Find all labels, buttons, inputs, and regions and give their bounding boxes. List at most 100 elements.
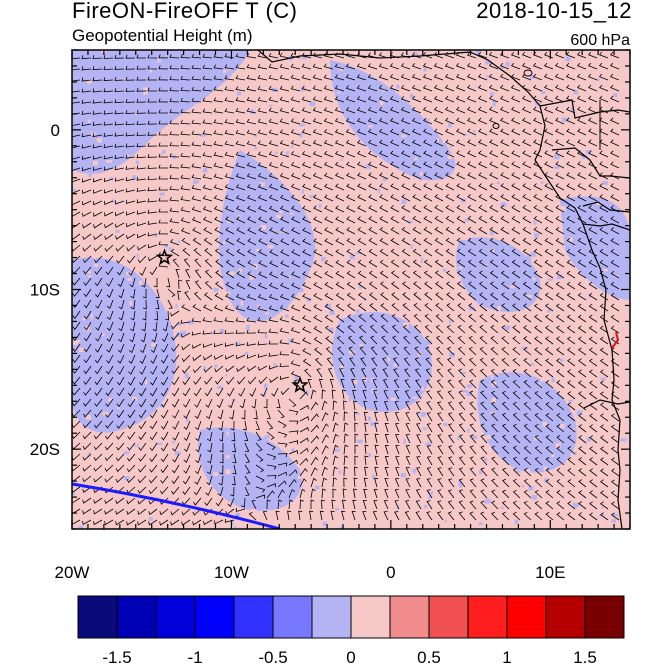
wind-barb: [610, 128, 620, 136]
speckle: [567, 71, 571, 74]
wind-barb: [434, 226, 444, 235]
speckle: [540, 181, 544, 184]
wind-barb: [373, 401, 378, 411]
wind-barb: [589, 501, 598, 510]
wind-barb: [599, 84, 609, 92]
wind-barb: [255, 420, 260, 430]
wind-barb: [468, 335, 477, 345]
wind-barb: [138, 464, 147, 473]
wind-barb: [533, 150, 543, 158]
wind-barb: [384, 455, 389, 466]
wind-barb: [456, 139, 466, 147]
speckle: [142, 124, 146, 128]
speckle: [528, 486, 534, 491]
wind-barb: [456, 270, 466, 279]
wind-barb: [257, 341, 268, 346]
wind-barb: [611, 479, 620, 488]
speckle: [382, 177, 387, 182]
wind-barb: [415, 511, 422, 521]
wind-barb: [185, 269, 191, 279]
speckle: [501, 86, 505, 88]
wind-barb: [446, 324, 455, 334]
wind-barb: [92, 166, 103, 171]
speckle: [109, 177, 114, 180]
speckle: [339, 67, 344, 71]
speckle: [248, 337, 253, 342]
wind-barb: [290, 85, 301, 92]
speckle: [162, 150, 166, 154]
wind-barb: [412, 216, 422, 224]
speckle: [470, 288, 473, 294]
wind-barb: [610, 413, 620, 422]
speckle: [596, 466, 600, 470]
wind-barb: [224, 119, 235, 125]
speckle: [323, 503, 326, 506]
wind-barb: [335, 183, 345, 191]
wind-barb: [500, 161, 510, 169]
speckle: [315, 112, 318, 117]
wind-barb: [349, 357, 356, 367]
wind-barb: [82, 497, 92, 504]
wind-barb: [501, 401, 510, 411]
speckle: [259, 182, 265, 186]
speckle: [317, 435, 321, 439]
wind-barb: [290, 172, 301, 180]
speckle: [274, 365, 279, 369]
wind-barb: [512, 401, 521, 411]
speckle: [550, 439, 555, 443]
speckle: [528, 258, 532, 263]
wind-barb: [139, 266, 147, 276]
speckle: [428, 495, 431, 500]
speckle: [471, 435, 478, 439]
speckle: [497, 306, 502, 311]
wind-barb: [456, 117, 466, 125]
wind-barb: [588, 106, 598, 114]
wind-barb: [367, 128, 378, 136]
wind-barb: [280, 238, 290, 246]
wind-barb: [412, 194, 422, 202]
wind-barb: [147, 198, 158, 203]
speckle: [413, 415, 416, 420]
wind-barb: [380, 313, 389, 323]
wind-barb: [444, 95, 455, 103]
wind-barb: [566, 248, 576, 257]
speckle: [243, 256, 250, 262]
speckle: [523, 50, 528, 53]
wind-barb: [128, 365, 136, 375]
wind-barb: [480, 467, 488, 477]
wind-barb: [392, 357, 400, 367]
speckle: [453, 415, 459, 420]
wind-barb: [610, 303, 620, 312]
wind-barb: [323, 118, 334, 125]
wind-barb: [126, 233, 136, 240]
wind-barb: [466, 51, 477, 59]
speckle: [529, 75, 535, 79]
wind-barb: [93, 442, 103, 451]
wind-barb: [544, 248, 554, 257]
wind-barb: [599, 270, 609, 279]
wind-barb: [104, 464, 114, 472]
speckle: [400, 473, 406, 478]
wind-barb: [523, 325, 532, 334]
wind-barb: [458, 467, 466, 477]
speckle: [439, 126, 445, 129]
speckle: [498, 195, 502, 199]
wind-barb: [307, 378, 312, 389]
wind-barb: [501, 314, 510, 323]
speckle: [393, 363, 397, 367]
wind-barb: [445, 139, 455, 147]
wind-barb: [93, 508, 103, 515]
wind-barb: [235, 329, 246, 334]
wind-barb: [523, 467, 532, 477]
speckle: [501, 66, 504, 69]
wind-barb: [448, 456, 455, 466]
wind-barb: [455, 73, 466, 81]
wind-barb: [332, 422, 339, 433]
wind-barb: [257, 329, 268, 334]
wind-barb: [346, 238, 356, 246]
speckle: [73, 188, 76, 193]
wind-barb: [566, 227, 576, 235]
wind-barb: [279, 172, 290, 180]
wind-barb: [610, 270, 620, 279]
